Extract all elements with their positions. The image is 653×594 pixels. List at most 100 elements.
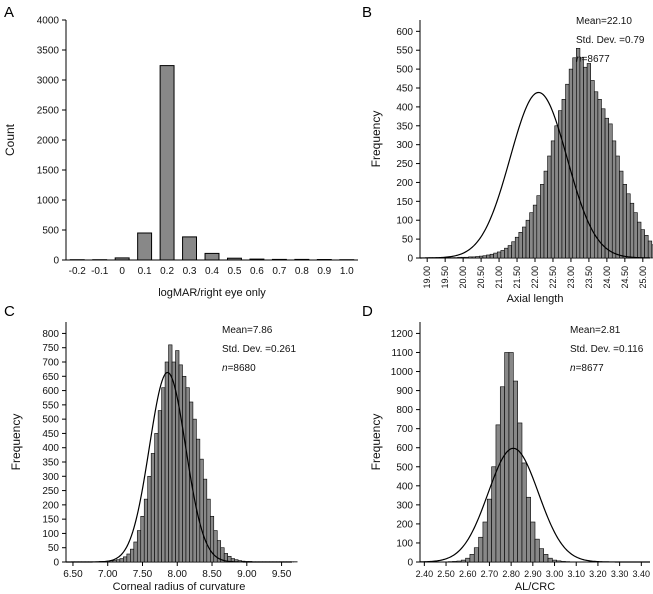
histogram-bar <box>185 387 190 563</box>
y-tick-label: 900 <box>396 386 413 397</box>
histogram-bar <box>147 475 152 563</box>
histogram-bar <box>482 521 488 563</box>
x-axis-title: Corneal radius of curvature <box>113 581 246 593</box>
histogram-bar <box>175 350 180 563</box>
y-tick-label: 1200 <box>391 329 414 340</box>
histogram-bar <box>529 212 534 259</box>
x-tick-label: 22.50 <box>548 266 558 289</box>
y-tick-label: 250 <box>42 486 59 497</box>
histogram-bar <box>611 140 617 259</box>
histogram-bar <box>140 515 145 563</box>
x-tick-label: 0.8 <box>295 266 309 277</box>
y-axis-title: Frequency <box>369 111 383 168</box>
histogram-bar <box>461 256 466 259</box>
histogram-bar <box>457 256 462 259</box>
histogram-bar <box>150 453 155 563</box>
y-tick-label: 2000 <box>37 136 60 147</box>
y-tick-label: 0 <box>53 256 59 267</box>
histogram-bar <box>637 221 642 259</box>
y-tick-label: 500 <box>396 65 413 76</box>
panel-letter-a: A <box>4 4 14 21</box>
y-tick-label: 4000 <box>37 16 60 27</box>
y-tick-label: 50 <box>48 543 60 554</box>
histogram-bar <box>161 387 166 563</box>
stat-sd: Std. Dev. =0.261 <box>222 344 296 355</box>
histogram-bar <box>123 556 128 563</box>
bar <box>204 252 220 261</box>
y-tick-label: 250 <box>396 159 413 170</box>
histogram-bar <box>468 256 473 259</box>
y-tick-label: 100 <box>396 216 413 227</box>
x-tick-label: -0.2 <box>69 266 87 277</box>
stat-n-label: n <box>570 363 576 374</box>
x-tick-label: 23.50 <box>584 266 594 289</box>
histogram-bar <box>561 99 566 259</box>
stat-n: n=8680 <box>222 363 256 374</box>
x-tick-label: 21.50 <box>512 266 522 289</box>
histogram-bar <box>640 229 645 259</box>
stat-mean: Mean=22.10 <box>576 16 632 27</box>
histogram-bar <box>500 250 505 259</box>
histogram-bar <box>633 212 638 259</box>
y-tick-label: 350 <box>396 121 413 132</box>
normal-curve <box>419 447 650 563</box>
normal-curve <box>420 91 651 259</box>
x-tick-label: 20.00 <box>458 266 468 289</box>
x-tick-label: 7.50 <box>133 569 153 580</box>
histogram-bar <box>518 232 523 259</box>
y-tick-label: 150 <box>42 515 59 526</box>
histogram-bar <box>565 83 570 259</box>
y-tick-label: 300 <box>42 472 59 483</box>
y-tick-label: 200 <box>396 178 413 189</box>
stat-n-value: =8677 <box>576 363 605 374</box>
histogram-bar <box>622 184 627 259</box>
histogram-bar <box>508 352 514 563</box>
histogram-bar <box>626 193 631 259</box>
y-tick-label: 800 <box>42 329 59 340</box>
bar <box>271 258 287 261</box>
histogram-bar <box>465 557 471 563</box>
histogram-bar <box>576 48 581 259</box>
x-tick-label: 25.00 <box>638 266 648 289</box>
x-tick-label: 2.80 <box>502 569 520 579</box>
bar <box>137 232 153 261</box>
stat-n-value: =8677 <box>582 54 611 65</box>
histogram-bar <box>504 247 509 259</box>
x-tick-label: 9.50 <box>272 569 292 580</box>
histogram-bar <box>469 554 475 563</box>
panel-a: A 0 500 1000 1500 2000 2500 3000 3500 4000 Count -0… <box>3 4 358 299</box>
x-tick-label: 19.50 <box>440 266 450 289</box>
histogram-bar <box>540 184 545 259</box>
histogram-bar <box>486 254 491 259</box>
x-axis-title: AL/CRC <box>515 581 555 593</box>
bar <box>114 257 130 261</box>
histogram-bar <box>629 202 635 259</box>
histogram-bar <box>572 57 577 259</box>
histogram-bar <box>496 251 502 259</box>
histogram-bar <box>647 240 653 259</box>
histogram-bar <box>504 352 510 563</box>
x-tick-label: 0.1 <box>138 266 152 277</box>
histogram-bar <box>460 559 466 563</box>
y-tick-label: 1500 <box>37 166 60 177</box>
normal-curve <box>66 371 292 563</box>
y-tick-label: 50 <box>402 235 414 246</box>
y-tick-label: 450 <box>396 84 413 95</box>
histogram-bar <box>471 256 477 259</box>
panel-b: B 0 50 100 150 200 250 300 350 400 450 500 550 600 Fre… <box>362 4 653 305</box>
histogram-bar <box>536 195 541 259</box>
histogram-bar <box>604 117 609 259</box>
x-tick-label: 0.3 <box>183 266 197 277</box>
histogram-bar <box>552 559 557 563</box>
x-tick-label: 0.2 <box>160 266 174 277</box>
bar <box>226 257 242 261</box>
x-tick-label: -0.1 <box>91 266 109 277</box>
x-tick-label: 24.50 <box>620 266 630 289</box>
histogram-bar <box>136 530 142 563</box>
histogram-bar <box>619 170 624 259</box>
histogram-bar <box>196 438 201 563</box>
bar <box>159 65 175 261</box>
y-tick-label: 100 <box>396 538 413 549</box>
bar <box>249 258 265 261</box>
histogram-bar <box>499 386 505 563</box>
